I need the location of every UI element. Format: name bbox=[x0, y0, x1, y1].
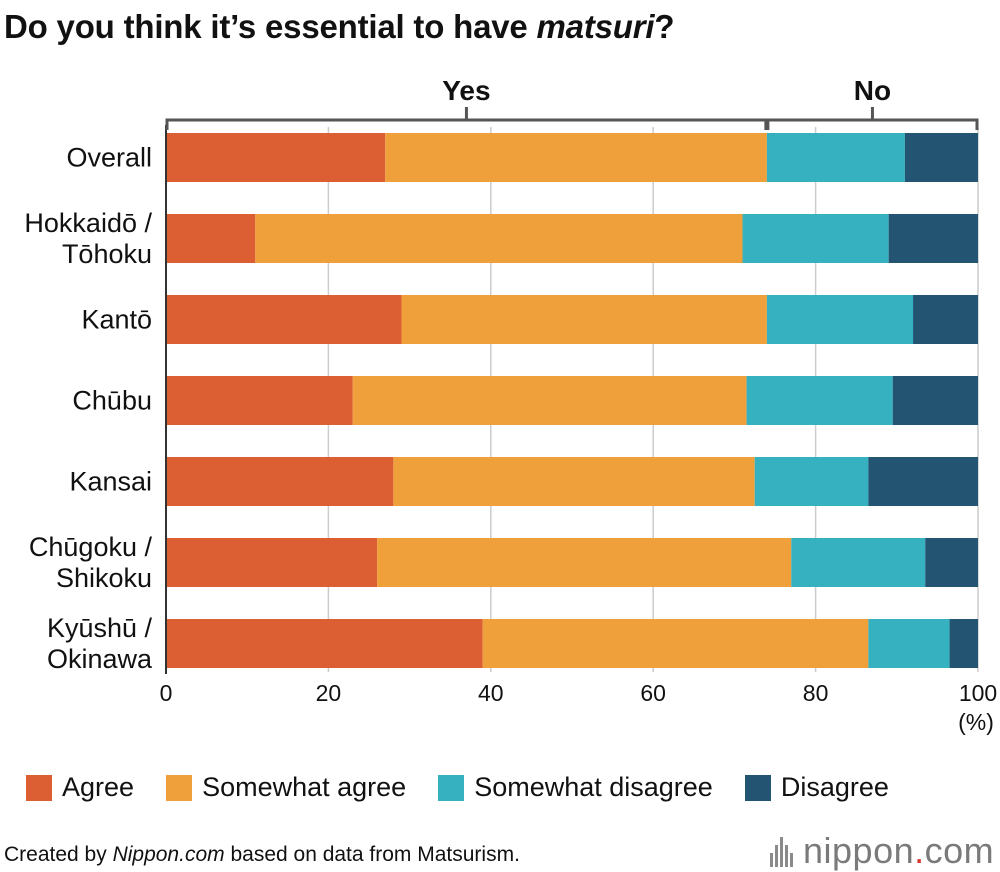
category-label-6-1: Okinawa bbox=[47, 644, 153, 674]
bar-somewhat-agree-6 bbox=[482, 619, 869, 668]
bracket-yes bbox=[165, 118, 768, 130]
legend-item-disagree: Disagree bbox=[744, 772, 889, 803]
bar-disagree-3 bbox=[892, 376, 978, 425]
bar-agree-1 bbox=[166, 214, 256, 263]
x-unit-label: (%) bbox=[958, 709, 994, 735]
legend-swatch-agree bbox=[26, 774, 52, 801]
source-suffix: based on data from Matsurism. bbox=[224, 843, 520, 866]
bar-disagree-5 bbox=[925, 538, 978, 587]
x-tick-label-20: 20 bbox=[316, 680, 342, 706]
category-label-1-1: Tōhoku bbox=[62, 239, 152, 269]
nippon-logo-mark-icon bbox=[770, 835, 795, 867]
bar-somewhat-agree-3 bbox=[352, 376, 747, 425]
legend: Agree Somewhat agree Somewhat disagree D… bbox=[26, 772, 921, 803]
bar-somewhat-agree-2 bbox=[401, 295, 767, 344]
bar-somewhat-disagree-4 bbox=[754, 457, 869, 506]
bar-agree-0 bbox=[166, 133, 386, 182]
category-label-6-0: Kyūshū / bbox=[47, 613, 153, 643]
bar-somewhat-disagree-0 bbox=[766, 133, 905, 182]
x-tick-label-100: 100 bbox=[959, 680, 997, 706]
bar-agree-3 bbox=[166, 376, 353, 425]
bar-somewhat-disagree-6 bbox=[868, 619, 950, 668]
legend-label-agree: Agree bbox=[62, 772, 135, 802]
source-emphasis: Nippon.com bbox=[112, 843, 225, 866]
bar-disagree-0 bbox=[904, 133, 978, 182]
chart-title: Do you think it’s essential to have mats… bbox=[4, 8, 675, 46]
bar-somewhat-disagree-5 bbox=[791, 538, 926, 587]
legend-swatch-somewhat-agree bbox=[166, 774, 193, 801]
brand-name: nippon bbox=[803, 830, 915, 871]
bar-somewhat-agree-5 bbox=[377, 538, 792, 587]
x-tick-label-0: 0 bbox=[160, 680, 173, 706]
bar-agree-4 bbox=[166, 457, 394, 506]
legend-label-somewhat-agree: Somewhat agree bbox=[202, 772, 407, 802]
bar-agree-2 bbox=[166, 295, 402, 344]
title-prefix: Do you think it’s essential to have bbox=[4, 8, 537, 45]
legend-label-disagree: Disagree bbox=[780, 772, 889, 802]
legend-item-agree: Agree bbox=[26, 772, 134, 803]
category-label-5-1: Shikoku bbox=[56, 563, 152, 593]
category-label-3-0: Chūbu bbox=[72, 386, 152, 416]
brand-tld: com bbox=[924, 830, 995, 871]
legend-swatch-disagree bbox=[744, 774, 771, 801]
bar-agree-6 bbox=[166, 619, 483, 668]
title-emphasis: matsuri bbox=[536, 8, 655, 45]
bracket-no bbox=[766, 118, 979, 130]
category-label-5-0: Chūgoku / bbox=[29, 532, 153, 562]
bar-disagree-4 bbox=[868, 457, 978, 506]
title-suffix: ? bbox=[654, 8, 675, 45]
legend-swatch-somewhat-disagree bbox=[438, 774, 465, 801]
source-note: Created by Nippon.com based on data from… bbox=[4, 843, 520, 867]
bar-somewhat-disagree-2 bbox=[766, 295, 914, 344]
bar-agree-5 bbox=[166, 538, 378, 587]
bar-somewhat-agree-0 bbox=[385, 133, 767, 182]
category-label-1-0: Hokkaidō / bbox=[24, 208, 152, 238]
bar-somewhat-disagree-1 bbox=[742, 214, 889, 263]
bar-disagree-2 bbox=[913, 295, 978, 344]
bar-somewhat-agree-1 bbox=[255, 214, 743, 263]
x-tick-label-60: 60 bbox=[640, 680, 666, 706]
brand-dot: . bbox=[914, 830, 925, 871]
bracket-label-yes: Yes bbox=[442, 75, 490, 106]
bracket-label-no: No bbox=[854, 75, 891, 106]
bar-somewhat-disagree-3 bbox=[746, 376, 893, 425]
nippon-logo: nippon. com bbox=[770, 830, 994, 872]
bar-somewhat-agree-4 bbox=[393, 457, 755, 506]
category-label-2-0: Kantō bbox=[81, 305, 152, 335]
x-tick-label-40: 40 bbox=[478, 680, 504, 706]
legend-item-somewhat-disagree: Somewhat disagree bbox=[438, 772, 713, 803]
stacked-bar-chart: Overall Hokkaidō /Tōhoku Kantō Chūbu Kansai C… bbox=[24, 75, 997, 735]
category-label-0-0: Overall bbox=[66, 143, 152, 173]
legend-item-somewhat-agree: Somewhat agree bbox=[166, 772, 406, 803]
source-prefix: Created by bbox=[4, 843, 113, 866]
category-label-4-0: Kansai bbox=[69, 467, 152, 497]
legend-label-somewhat-disagree: Somewhat disagree bbox=[474, 772, 713, 802]
bar-disagree-6 bbox=[949, 619, 978, 668]
bar-disagree-1 bbox=[888, 214, 978, 263]
x-tick-label-80: 80 bbox=[803, 680, 829, 706]
